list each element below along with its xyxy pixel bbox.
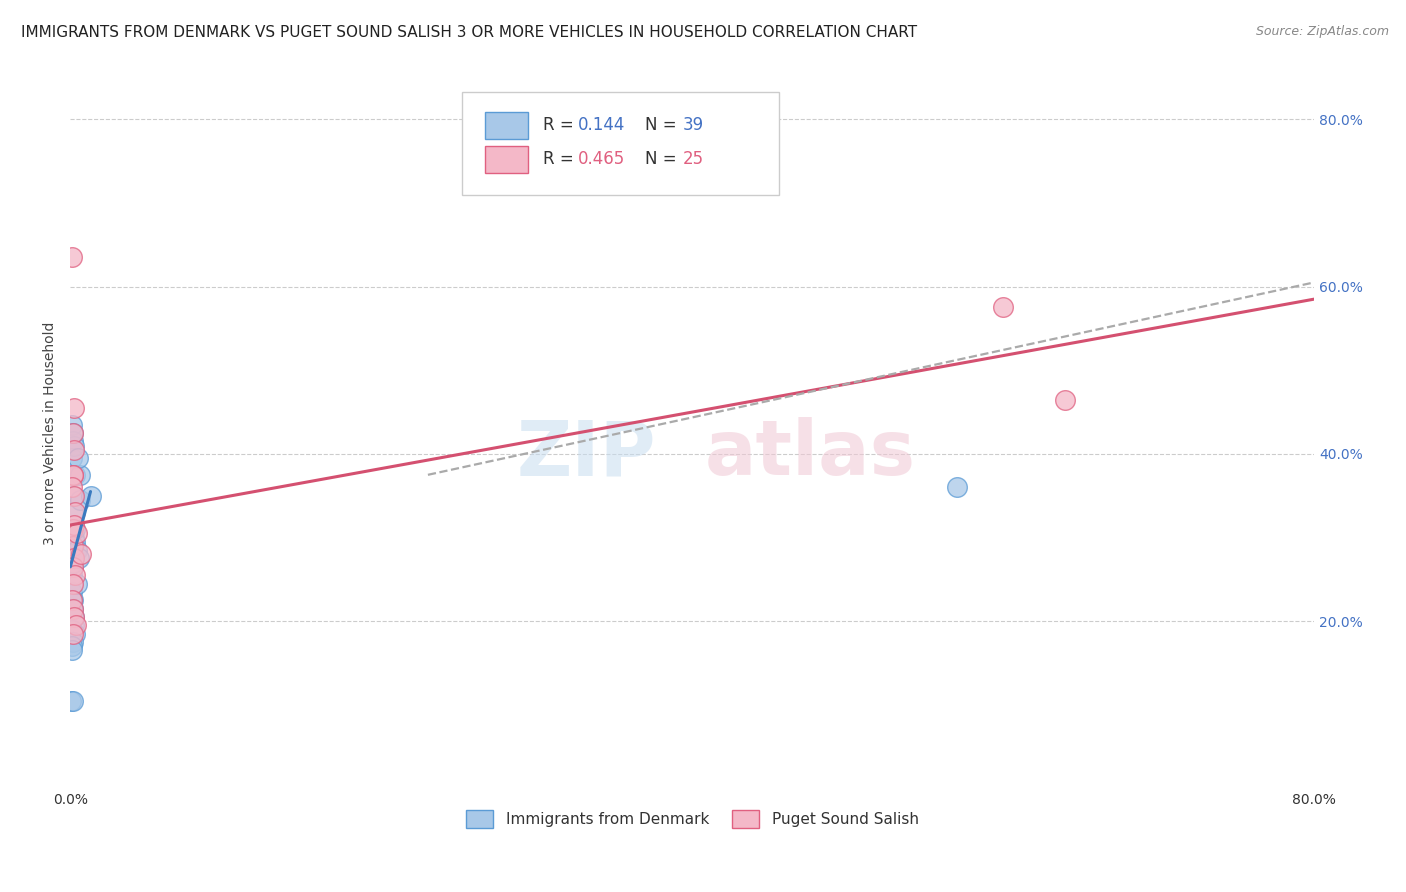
Point: [1054, 392, 1077, 407]
Point: [67, 451, 90, 466]
Point: [62, 635, 84, 649]
Point: [60, 417, 83, 432]
Point: [60, 643, 83, 657]
Point: [62, 601, 84, 615]
Text: 0.465: 0.465: [578, 150, 626, 169]
Point: [62, 489, 84, 503]
Point: [63, 626, 86, 640]
Point: [60, 551, 83, 566]
Point: [60, 593, 83, 607]
Point: [62, 618, 84, 632]
Text: N =: N =: [645, 116, 682, 134]
Legend: Immigrants from Denmark, Puget Sound Salish: Immigrants from Denmark, Puget Sound Sal…: [460, 805, 925, 834]
Point: [63, 506, 86, 520]
Point: [65, 618, 87, 632]
Point: [62, 425, 84, 440]
Point: [62, 626, 84, 640]
Point: [69, 467, 91, 482]
Point: [62, 694, 84, 708]
Point: [62, 467, 84, 482]
Point: [63, 489, 86, 503]
Point: [79, 489, 101, 503]
Point: [62, 559, 84, 574]
Point: [62, 467, 84, 482]
Point: [62, 401, 84, 415]
Point: [62, 539, 84, 553]
Text: ZIP: ZIP: [517, 417, 657, 491]
Point: [63, 610, 86, 624]
Point: [60, 640, 83, 654]
Point: [62, 522, 84, 536]
Point: [62, 556, 84, 570]
Point: [62, 559, 84, 574]
Point: [62, 576, 84, 591]
FancyBboxPatch shape: [485, 112, 529, 138]
Point: [62, 425, 84, 440]
Point: [60, 547, 83, 561]
Point: [993, 301, 1015, 315]
Point: [69, 492, 91, 507]
Text: atlas: atlas: [704, 417, 915, 491]
Text: N =: N =: [645, 150, 682, 169]
Point: [60, 593, 83, 607]
Point: [65, 526, 87, 541]
Text: 25: 25: [682, 150, 703, 169]
Point: [63, 568, 86, 582]
FancyBboxPatch shape: [485, 145, 529, 173]
Text: R =: R =: [543, 116, 579, 134]
Point: [62, 610, 84, 624]
Point: [66, 576, 89, 591]
Point: [60, 250, 83, 264]
Text: IMMIGRANTS FROM DENMARK VS PUGET SOUND SALISH 3 OR MORE VEHICLES IN HOUSEHOLD CO: IMMIGRANTS FROM DENMARK VS PUGET SOUND S…: [21, 25, 917, 40]
Point: [60, 568, 83, 582]
Point: [60, 601, 83, 615]
Point: [60, 694, 83, 708]
Point: [70, 547, 93, 561]
Point: [63, 522, 86, 536]
Point: [60, 480, 83, 494]
Point: [63, 467, 86, 482]
Point: [945, 480, 967, 494]
Text: 0.144: 0.144: [578, 116, 626, 134]
Point: [63, 551, 86, 566]
Point: [63, 534, 86, 549]
Point: [60, 623, 83, 637]
Point: [62, 531, 84, 545]
Point: [62, 601, 84, 615]
Point: [60, 451, 83, 466]
Point: [63, 442, 86, 457]
Text: R =: R =: [543, 150, 579, 169]
Y-axis label: 3 or more Vehicles in Household: 3 or more Vehicles in Household: [44, 321, 58, 545]
Point: [62, 585, 84, 599]
Text: 39: 39: [682, 116, 703, 134]
Point: [63, 518, 86, 533]
Point: [65, 543, 87, 558]
Point: [62, 593, 84, 607]
Point: [63, 438, 86, 452]
Point: [67, 551, 90, 566]
FancyBboxPatch shape: [463, 92, 779, 194]
Point: [62, 434, 84, 449]
Point: [63, 610, 86, 624]
Text: Source: ZipAtlas.com: Source: ZipAtlas.com: [1256, 25, 1389, 38]
Point: [62, 506, 84, 520]
